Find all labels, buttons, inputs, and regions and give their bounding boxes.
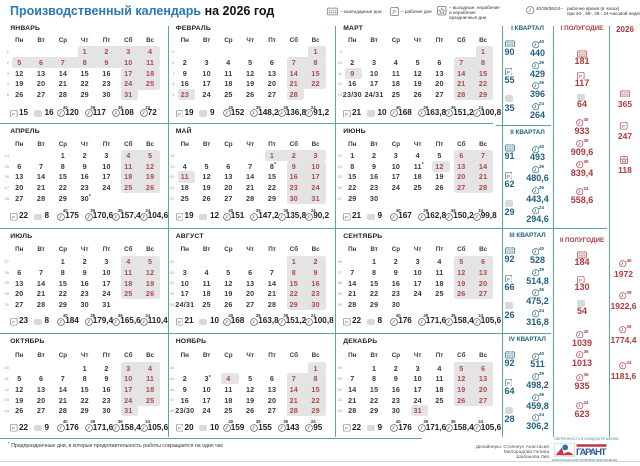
- svg-text:Р: Р: [622, 124, 625, 129]
- svg-text:Р: Р: [12, 426, 15, 431]
- svg-text:Р: Р: [178, 112, 181, 117]
- svg-text:*: *: [625, 122, 626, 126]
- svg-text:*: *: [181, 424, 182, 428]
- svg-text:Р: Р: [507, 69, 510, 74]
- svg-text:*: *: [181, 213, 182, 217]
- svg-text:*: *: [510, 275, 511, 279]
- svg-text:*: *: [397, 7, 399, 11]
- svg-text:*: *: [181, 110, 182, 114]
- svg-text:*: *: [348, 110, 349, 114]
- svg-text:Р: Р: [12, 215, 15, 220]
- svg-text:Р: Р: [507, 174, 510, 179]
- svg-text:Р: Р: [507, 276, 510, 281]
- svg-text:Р: Р: [392, 10, 396, 16]
- svg-text:Р: Р: [345, 426, 348, 431]
- svg-text:Р: Р: [12, 320, 15, 325]
- svg-text:*: *: [15, 424, 16, 428]
- svg-text:Р: Р: [345, 112, 348, 117]
- svg-text:*: *: [348, 213, 349, 217]
- svg-text:Р: Р: [507, 381, 510, 386]
- svg-text:*: *: [15, 318, 16, 322]
- svg-text:Р: Р: [178, 426, 181, 431]
- svg-text:*: *: [510, 68, 511, 72]
- svg-text:ГАРАНТ: ГАРАНТ: [576, 447, 607, 457]
- svg-text:*: *: [510, 379, 511, 383]
- svg-text:*: *: [348, 318, 349, 322]
- svg-text:Р: Р: [178, 320, 181, 325]
- svg-text:Р: Р: [345, 320, 348, 325]
- svg-text:Р: Р: [579, 74, 582, 79]
- svg-text:Р: Р: [178, 215, 181, 220]
- svg-text:Р: Р: [579, 277, 582, 282]
- svg-text:*: *: [348, 424, 349, 428]
- svg-text:*: *: [181, 318, 182, 322]
- svg-text:Р: Р: [345, 215, 348, 220]
- svg-text:*: *: [15, 213, 16, 217]
- svg-text:*: *: [582, 276, 583, 280]
- svg-text:Р: Р: [12, 112, 15, 117]
- svg-text:*: *: [15, 110, 16, 114]
- svg-text:*: *: [510, 172, 511, 176]
- svg-text:*: *: [582, 72, 583, 76]
